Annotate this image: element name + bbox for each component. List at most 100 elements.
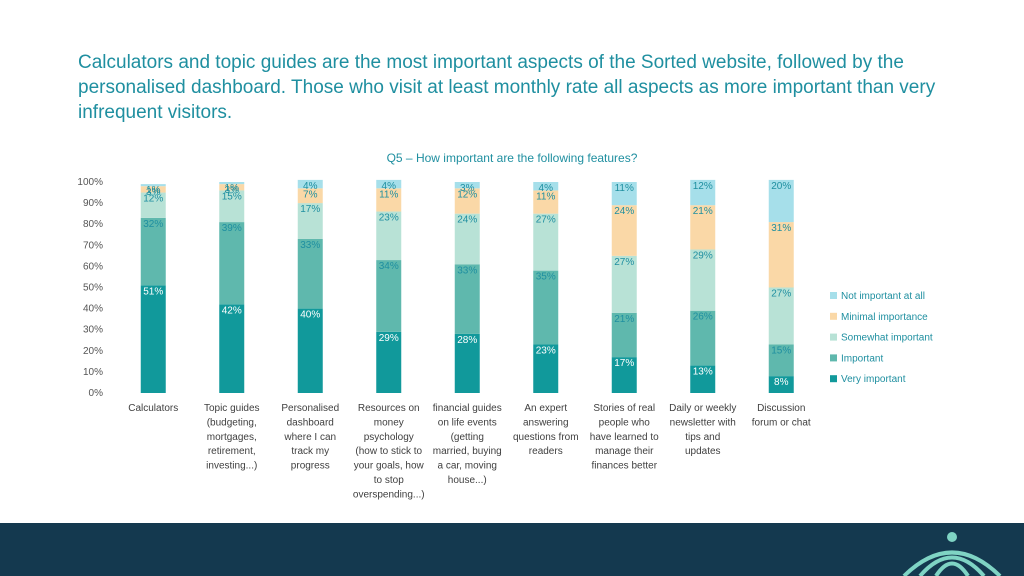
x-tick-label: Topic guides (budgeting, mortgages, retirem… — [204, 403, 260, 472]
bar-segment — [219, 222, 245, 305]
legend-label: Minimal importance — [841, 312, 928, 323]
bar-segment — [611, 205, 637, 256]
bar-segment — [376, 211, 402, 261]
x-tick-label: Personalised dashboard where I can track my… — [281, 403, 339, 472]
data-label: 3% — [225, 185, 240, 196]
data-label: 12% — [457, 189, 477, 200]
bar-segment — [690, 249, 716, 311]
bar-segment — [454, 213, 480, 265]
data-label: 51% — [143, 286, 163, 297]
data-label: 23% — [536, 345, 556, 356]
bar-segment — [768, 287, 794, 345]
legend-swatch — [830, 312, 837, 320]
data-label: 15% — [222, 191, 242, 202]
data-label: 33% — [300, 240, 320, 251]
bar-segment — [140, 192, 166, 218]
y-tick-label: 80% — [83, 219, 103, 230]
bar-segment — [768, 222, 794, 288]
data-label: 12% — [143, 194, 163, 205]
data-label: 33% — [457, 265, 477, 276]
data-label: 1% — [225, 183, 240, 194]
bar-segment — [768, 376, 794, 393]
y-tick-label: 10% — [83, 367, 103, 378]
x-tick-label: Calculators — [128, 403, 178, 414]
data-label: 42% — [222, 305, 242, 316]
x-tick-label: Discussion forum or chat — [752, 403, 811, 428]
bar-segment — [611, 312, 637, 358]
bar-segment — [376, 260, 402, 332]
data-label: 11% — [536, 191, 555, 202]
y-tick-label: 20% — [83, 346, 103, 357]
bar-segment — [376, 331, 402, 393]
data-label: 35% — [536, 272, 556, 283]
bar-segment — [140, 217, 166, 286]
legend-swatch — [830, 333, 837, 341]
chart-title: Q5 – How important are the following fea… — [386, 151, 638, 165]
slide-title: Calculators and topic guides are the mos… — [78, 52, 936, 123]
bar-segment — [140, 285, 166, 393]
data-label: 3% — [460, 183, 475, 194]
bar-segment — [140, 186, 166, 193]
data-label: 13% — [693, 367, 713, 378]
data-label: 21% — [614, 314, 634, 325]
bar-segment — [297, 308, 323, 393]
x-tick-label: Stories of real people who have learned to… — [590, 403, 659, 472]
data-label: 27% — [536, 215, 556, 226]
bar-segment — [768, 179, 794, 223]
bar-segment — [533, 213, 559, 271]
bar-segment — [219, 304, 245, 393]
data-label: 7% — [303, 189, 318, 200]
data-label: 4% — [539, 183, 554, 194]
sorted-logo-icon — [902, 532, 1002, 576]
legend-label: Important — [841, 353, 883, 364]
bar-segment — [219, 182, 245, 185]
data-label: 12% — [693, 181, 713, 192]
bar-segment — [611, 255, 637, 313]
data-label: 4% — [382, 181, 397, 192]
bar-segment — [297, 188, 323, 204]
data-label: 24% — [457, 215, 477, 226]
bar-segment — [533, 270, 559, 345]
y-tick-label: 40% — [83, 304, 103, 315]
bar-segment — [690, 179, 716, 206]
data-label: 26% — [693, 312, 713, 323]
legend-label: Somewhat important — [841, 333, 933, 344]
data-label: 27% — [771, 289, 791, 300]
bar-segment — [297, 203, 323, 239]
y-tick-label: 100% — [77, 177, 103, 188]
y-tick-label: 0% — [89, 388, 104, 399]
y-tick-label: 60% — [83, 261, 103, 272]
bar-segment — [376, 179, 402, 189]
y-tick-label: 30% — [83, 325, 103, 336]
bar-segment — [297, 179, 323, 189]
y-axis: 0% 10% 20% 30% 40% 50% 60% 70% 80% 90% 100% — [77, 177, 103, 399]
footer-band — [0, 523, 1024, 576]
data-label: 23% — [379, 213, 399, 224]
bar-segment — [533, 344, 559, 393]
x-tick-label: financial guides on life events (getting ma… — [433, 403, 502, 486]
y-tick-label: 90% — [83, 198, 103, 209]
bar-segment — [533, 190, 559, 214]
legend: Not important at all Minimal importance So… — [830, 291, 933, 385]
bar-segment — [219, 190, 245, 223]
bar-segment — [376, 188, 402, 212]
bar-segment — [454, 182, 480, 189]
data-label: 28% — [457, 335, 477, 346]
data-label: 29% — [693, 251, 713, 262]
data-label: 17% — [300, 204, 320, 215]
data-label: 11% — [379, 189, 398, 200]
bar-segment — [297, 238, 323, 309]
x-tick-label: Daily or weekly newsletter with tips and up… — [669, 403, 736, 457]
bar-segment — [768, 344, 794, 377]
legend-swatch — [830, 354, 837, 362]
data-label: 21% — [693, 206, 713, 217]
data-label: 29% — [379, 333, 399, 344]
stacked-bar-chart: 0% 10% 20% 30% 40% 50% 60% 70% 80% 90% 100% 51% 32%… — [77, 177, 933, 500]
legend-label: Very important — [841, 374, 906, 385]
bar-segment — [140, 184, 166, 187]
bar-segment — [533, 182, 559, 191]
bar-segment — [454, 333, 480, 393]
bar-segment — [690, 365, 716, 393]
x-tick-label: Resources on money psychology (how to stick… — [353, 403, 425, 500]
x-axis-labels: Calculators Topic guides (budgeting, mortga… — [128, 403, 811, 500]
